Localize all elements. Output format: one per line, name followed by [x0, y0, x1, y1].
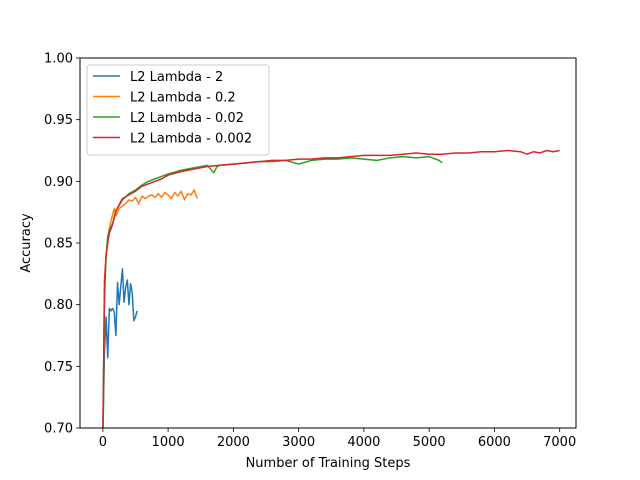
y-tick-label: 1.00 [44, 52, 73, 67]
y-tick-label: 0.75 [44, 360, 73, 375]
series-line-1 [102, 189, 199, 428]
y-tick-label: 0.85 [44, 237, 73, 252]
legend-label-0: L2 Lambda - 2 [130, 70, 223, 85]
legend-label-3: L2 Lambda - 0.002 [130, 132, 252, 147]
y-axis-label: Accuracy [19, 213, 34, 273]
legend-label-2: L2 Lambda - 0.02 [130, 111, 244, 126]
series-line-0 [102, 268, 138, 428]
x-tick-label: 2000 [217, 435, 250, 450]
series-line-3 [102, 149, 560, 428]
legend-box [86, 64, 270, 156]
x-tick-label: 0 [99, 435, 107, 450]
x-tick-label: 3000 [282, 435, 315, 450]
legend-label-1: L2 Lambda - 0.2 [130, 91, 236, 106]
x-tick-label: 7000 [543, 435, 576, 450]
series-layer [102, 149, 560, 428]
x-tick-label: 1000 [152, 435, 185, 450]
series-line-2 [102, 155, 443, 428]
ticks-layer: 0 1000 2000 3000 4000 5000 6000 7000 0.70 0.75 0.8… [44, 52, 576, 451]
x-axis-label: Number of Training Steps [246, 456, 411, 471]
y-tick-label: 0.95 [44, 113, 73, 128]
y-tick-label: 0.80 [44, 298, 73, 313]
x-tick-label: 6000 [478, 435, 511, 450]
y-tick-label: 0.90 [44, 175, 73, 190]
y-tick-label: 0.70 [44, 422, 73, 437]
legend: L2 Lambda - 2 L2 Lambda - 0.2 L2 Lambda - … [86, 64, 270, 156]
x-tick-label: 4000 [347, 435, 380, 450]
x-tick-label: 5000 [413, 435, 446, 450]
